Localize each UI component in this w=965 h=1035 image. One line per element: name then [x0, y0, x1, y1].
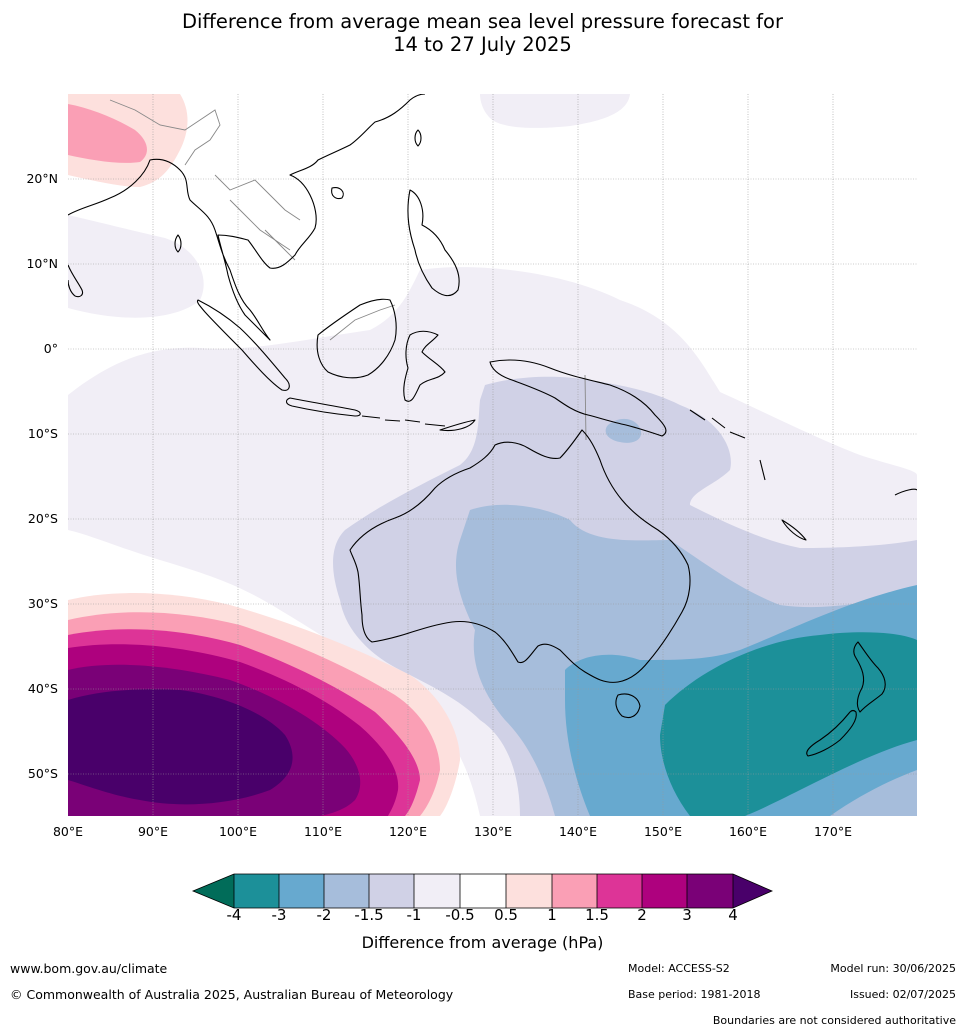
footer-model-run: Model run: 30/06/2025: [830, 962, 956, 975]
coastlines: [68, 94, 917, 757]
contour-pos-4: [68, 689, 293, 805]
lon-label-80e: 80°E: [52, 824, 84, 839]
lon-label-110e: 110°E: [303, 824, 342, 839]
footer-copyright: © Commonwealth of Australia 2025, Austra…: [10, 987, 454, 1002]
coast-hainan: [331, 187, 344, 200]
coast-timor: [439, 419, 476, 432]
colorbar-label: Difference from average (hPa): [361, 933, 604, 952]
lat-label-10s: 10°S: [27, 426, 58, 441]
coast-taiwan: [414, 129, 422, 147]
coast-sulawesi: [403, 330, 446, 402]
colorbar-tick-11: 3: [682, 906, 692, 924]
lat-label-10n: 10°N: [26, 256, 58, 271]
footer-model: Model: ACCESS-S2: [628, 962, 730, 975]
coast-tasmania: [615, 693, 641, 719]
footer-base-period: Base period: 1981-2018: [628, 988, 761, 1001]
coast-sri-lanka: [174, 234, 182, 253]
lat-label-0: 0°: [43, 341, 58, 356]
footer-disclaimer: Boundaries are not considered authoritat…: [712, 1014, 956, 1027]
coast-nz-south: [806, 709, 857, 757]
coast-borneo: [316, 298, 397, 379]
coast-asia: [68, 94, 426, 341]
lon-label-120e: 120°E: [388, 824, 427, 839]
coast-india: [68, 264, 84, 298]
lat-label-20s: 20°S: [27, 511, 58, 526]
coast-new-guinea: [489, 359, 667, 437]
lon-label-170e: 170°E: [813, 824, 852, 839]
title-line-1: Difference from average mean sea level p…: [182, 10, 783, 33]
coast-nz-north: [853, 641, 886, 713]
lon-label-130e: 130°E: [473, 824, 512, 839]
contour-neg-0-5-north: [68, 215, 204, 318]
colorbar-tick-7: 0.5: [494, 906, 518, 924]
title-line-2: 14 to 27 July 2025: [393, 33, 572, 56]
lat-label-50s: 50°S: [27, 766, 58, 781]
colorbar-tick-12: 4: [728, 906, 738, 924]
coast-philippines: [407, 189, 460, 297]
coast-java: [285, 397, 361, 417]
contour-neg-0-5-northeast: [480, 94, 630, 128]
lat-label-20n: 20°N: [26, 171, 58, 186]
contour-neg-1-5: [605, 418, 642, 443]
map-gridlines: [68, 94, 917, 816]
contour-neg-3: [660, 632, 917, 816]
footer-issued: Issued: 02/07/2025: [849, 988, 956, 1001]
coast-solomons: [689, 409, 746, 439]
coast-australia: [349, 429, 691, 683]
lon-label-150e: 150°E: [643, 824, 682, 839]
coast-sumatra: [196, 299, 290, 391]
lon-label-140e: 140°E: [558, 824, 597, 839]
coast-lesser-sunda: [361, 415, 446, 427]
lon-label-90e: 90°E: [137, 824, 169, 839]
colorbar-tick-5: -1: [406, 906, 422, 924]
colorbar-tick-2: -3: [271, 906, 287, 924]
colorbar-tick-3: -2: [316, 906, 332, 924]
country-borders: [109, 99, 587, 441]
lat-label-30s: 30°S: [27, 596, 58, 611]
chart-title: Difference from average mean sea level p…: [0, 10, 965, 56]
lat-label-40s: 40°S: [27, 681, 58, 696]
colorbar-tick-9: 1.5: [585, 906, 609, 924]
colorbar-tick-4: -1.5: [354, 906, 384, 924]
footer-website: www.bom.gov.au/climate: [10, 961, 168, 976]
colorbar-tick-1: -4: [226, 906, 242, 924]
colorbar-tick-10: 2: [637, 906, 647, 924]
coast-vanuatu: [759, 459, 766, 481]
map-fields: [68, 94, 917, 816]
colorbar-tick-8: 1: [547, 906, 557, 924]
lon-label-160e: 160°E: [728, 824, 767, 839]
lon-label-100e: 100°E: [218, 824, 257, 839]
coast-fiji: [894, 488, 917, 496]
contour-pos-1-north: [68, 104, 147, 163]
coast-new-caledonia: [781, 519, 807, 541]
colorbar-tick-6: -0.5: [445, 906, 475, 924]
